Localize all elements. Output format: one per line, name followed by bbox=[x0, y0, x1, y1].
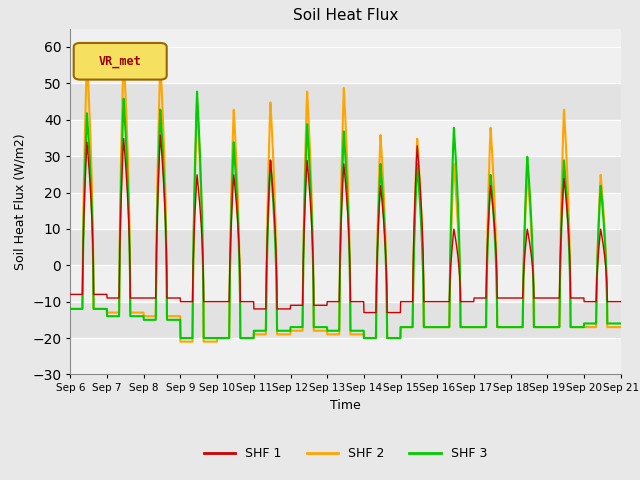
X-axis label: Time: Time bbox=[330, 399, 361, 412]
Bar bbox=[70, 120, 621, 156]
Title: Soil Heat Flux: Soil Heat Flux bbox=[293, 9, 398, 24]
Y-axis label: Soil Heat Flux (W/m2): Soil Heat Flux (W/m2) bbox=[13, 133, 27, 270]
Bar bbox=[70, 84, 621, 120]
Bar bbox=[70, 338, 621, 374]
Bar bbox=[70, 229, 621, 265]
Bar bbox=[70, 265, 621, 301]
Bar bbox=[70, 192, 621, 229]
Bar bbox=[70, 47, 621, 84]
FancyBboxPatch shape bbox=[74, 43, 166, 80]
Text: VR_met: VR_met bbox=[99, 55, 141, 68]
Bar bbox=[70, 156, 621, 192]
Legend: SHF 1, SHF 2, SHF 3: SHF 1, SHF 2, SHF 3 bbox=[199, 442, 492, 465]
Bar bbox=[70, 301, 621, 338]
